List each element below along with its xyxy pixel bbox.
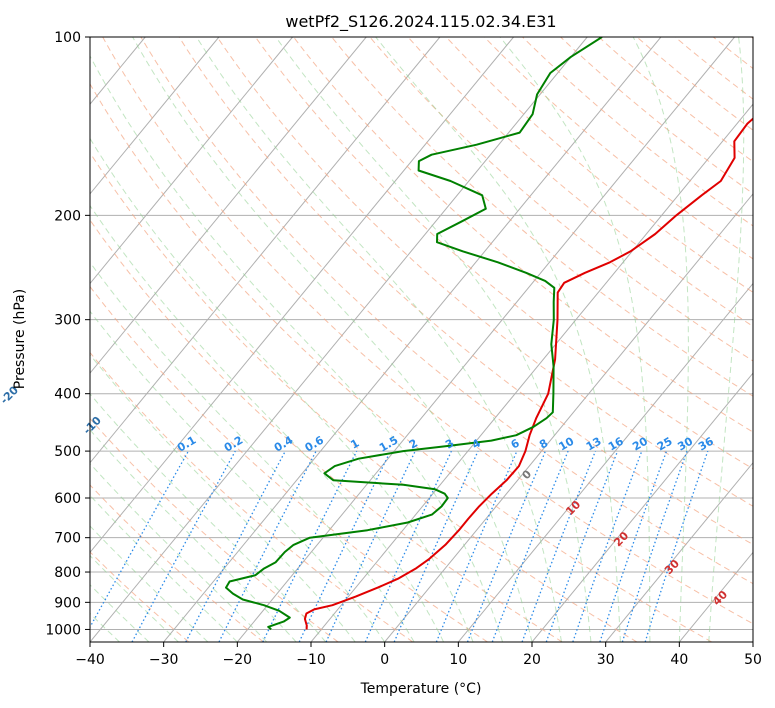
mixing-ratio-line (393, 450, 479, 642)
y-axis-title: Pressure (hPa) (12, 289, 28, 389)
mixing-ratio-line (521, 450, 597, 642)
mixing-ratio-line (90, 450, 189, 629)
x-tick-label: 10 (449, 652, 467, 668)
x-tick-label: −10 (296, 652, 326, 668)
isotherm-gridline (90, 37, 367, 374)
x-tick-label: −30 (149, 652, 179, 668)
dry-adiabat (90, 151, 638, 642)
isotherm-gridline (605, 461, 753, 642)
mixing-ratio-line (364, 450, 452, 642)
moist-adiabat (90, 353, 356, 642)
isotherm-gridline (384, 193, 753, 642)
y-tick-label: 700 (54, 531, 81, 547)
dry-adiabat (293, 37, 753, 433)
dry-adiabat (216, 37, 753, 507)
moist-adiabat (632, 37, 689, 642)
y-tick-label: 400 (54, 387, 81, 403)
mixing-ratio-line (644, 450, 709, 642)
moist-adiabat (90, 137, 474, 642)
plot-frame (89, 36, 754, 643)
thermo-background-lines (90, 37, 753, 642)
dry-adiabat (90, 285, 488, 642)
chart-title: wetPf2_S126.2024.115.02.34.E31 (285, 12, 556, 32)
x-tick-label: −40 (75, 652, 105, 668)
moist-adiabat (499, 37, 651, 642)
x-tick-label: 40 (670, 652, 688, 668)
isotherm-gridline (531, 372, 753, 642)
y-axis-ticks: 1000 900 800 700 600 500 400 300 200 100 (45, 30, 90, 638)
x-tick-label: 30 (597, 652, 615, 668)
moist-adiabat (708, 37, 745, 642)
moist-adiabat (90, 525, 209, 642)
moist-adiabat (90, 310, 386, 642)
mixing-ratio-line (466, 450, 547, 642)
x-tick-label: 0 (380, 652, 389, 668)
dry-adiabat (90, 219, 563, 642)
x-axis-title: Temperature (°C) (360, 681, 482, 697)
dry-adiabat (90, 83, 712, 642)
isotherm-gridline (90, 37, 514, 554)
y-tick-label: 1000 (45, 622, 81, 638)
y-tick-label: 300 (54, 313, 81, 329)
isotherm-gridline (457, 282, 753, 642)
moist-adiabat (196, 37, 562, 642)
mixing-ratio-line (491, 450, 569, 642)
isotherm-gridline (90, 37, 220, 195)
dry-adiabat (90, 484, 264, 642)
sounding-profile-line (225, 37, 603, 631)
mixing-ratio-line (435, 450, 518, 642)
dry-adiabat (331, 37, 753, 397)
y-tick-label: 200 (54, 208, 81, 224)
x-tick-label: 20 (523, 652, 541, 668)
y-tick-label: 900 (54, 595, 81, 611)
dry-adiabat (90, 351, 414, 642)
x-tick-label: −20 (223, 652, 253, 668)
isotherm-gridline (90, 37, 293, 285)
isotherm-gridline (90, 37, 441, 464)
moist-adiabat (90, 494, 238, 642)
sounding-series (225, 37, 753, 631)
dry-adiabat (254, 37, 753, 470)
mixing-ratio-line (218, 450, 317, 642)
moist-adiabat (90, 554, 179, 642)
dry-adiabat (90, 417, 339, 642)
dry-adiabat (369, 37, 753, 362)
x-axis-ticks: −40 −30 −20 −10 0 10 20 30 40 50 (75, 642, 762, 668)
moist-adiabat (375, 37, 621, 642)
y-tick-label: 100 (54, 30, 81, 46)
y-tick-label: 600 (54, 491, 81, 507)
moist-adiabat (90, 54, 503, 642)
mixing-ratio-line (131, 450, 236, 642)
moist-adiabat (132, 37, 533, 642)
isotherm-gridline (163, 37, 662, 642)
dry-adiabat (90, 551, 190, 642)
mixing-ratio-line (599, 450, 668, 642)
isotherm-gridline (236, 37, 735, 642)
isotherm-gridline (310, 103, 753, 642)
moist-adiabat (90, 393, 327, 642)
y-tick-label: 500 (54, 444, 81, 460)
moist-adiabat (275, 37, 592, 642)
x-tick-label: 50 (744, 652, 762, 668)
mixing-ratio-line (262, 450, 358, 642)
y-tick-label: 800 (54, 565, 81, 581)
mixing-ratio-line (621, 450, 688, 642)
mixing-ratio-line (545, 450, 619, 642)
mixing-ratio-line (572, 450, 643, 642)
